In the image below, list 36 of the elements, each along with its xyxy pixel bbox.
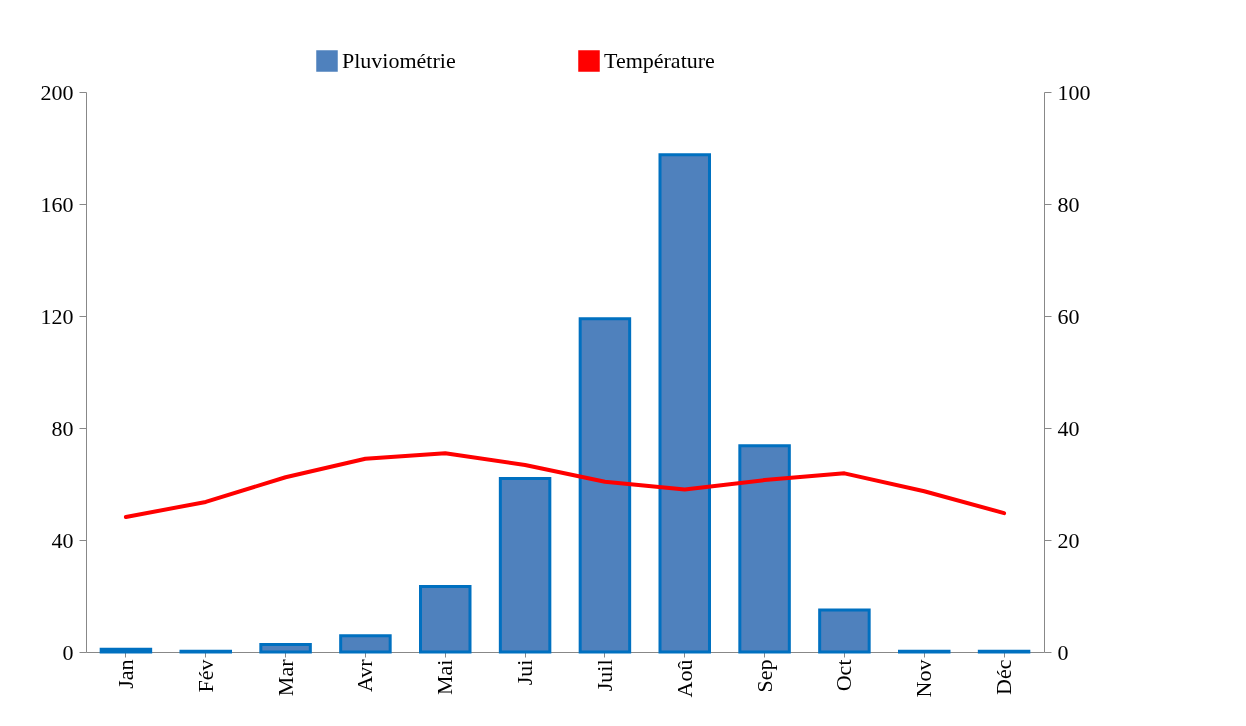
- bar: [658, 153, 711, 654]
- x-tick-label: Jui: [512, 659, 538, 686]
- y-tick-label: 40: [51, 527, 74, 553]
- y2-tick-label: 40: [1057, 415, 1080, 441]
- y2-tick-label: 100: [1057, 79, 1091, 105]
- bar: [738, 444, 791, 654]
- x-tick-label: Sep: [751, 659, 777, 693]
- bar: [259, 642, 312, 654]
- legend-label: Pluviométrie: [342, 48, 456, 73]
- y2-tick-label: 0: [1057, 639, 1069, 665]
- line-series: [123, 451, 1007, 520]
- bar: [339, 634, 392, 654]
- bar: [99, 647, 153, 654]
- bar: [578, 317, 632, 654]
- x-tick-label: Avr: [352, 658, 378, 693]
- x-tick-label: Nov: [911, 659, 937, 698]
- x-tick-label: Jan: [112, 659, 138, 689]
- x-tick-label: Mar: [272, 658, 298, 697]
- y-tick-label: 160: [40, 191, 74, 217]
- y2-tick-label: 80: [1057, 191, 1080, 217]
- x-tick-label: Oct: [831, 659, 857, 692]
- y-tick-label: 200: [40, 79, 74, 105]
- x-tick-label: Juil: [591, 659, 617, 692]
- x-tick-label: Aoû: [671, 659, 697, 698]
- bar: [818, 608, 871, 654]
- bar: [498, 476, 552, 654]
- x-tick-label: Mai: [432, 659, 458, 695]
- y-tick-label: 80: [51, 415, 74, 441]
- bar: [419, 584, 472, 654]
- legend-label: Température: [604, 48, 715, 73]
- y2-tick-label: 60: [1057, 303, 1080, 329]
- y2-tick-label: 20: [1057, 527, 1080, 553]
- y-tick-label: 0: [62, 639, 74, 665]
- y-tick-label: 120: [40, 303, 74, 329]
- x-tick-label: Déc: [991, 659, 1017, 695]
- x-tick-label: Fév: [192, 659, 218, 693]
